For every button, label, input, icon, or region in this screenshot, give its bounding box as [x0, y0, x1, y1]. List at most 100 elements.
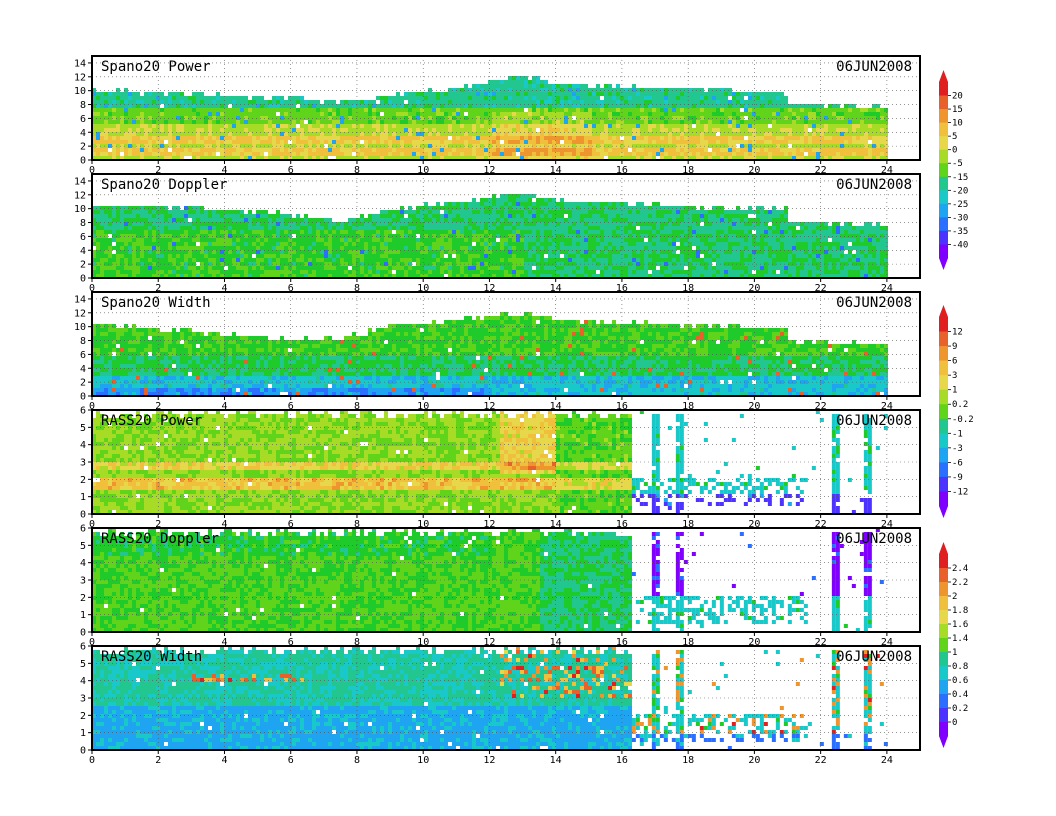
heatmap-cell: [192, 104, 196, 108]
heatmap-cell: [288, 152, 292, 156]
heatmap-cell: [96, 214, 100, 218]
heatmap-cell: [844, 132, 848, 136]
heatmap-cell: [116, 132, 120, 136]
heatmap-cell: [128, 230, 132, 234]
heatmap-cell: [216, 124, 220, 128]
heatmap-cell: [488, 100, 492, 104]
heatmap-cell: [532, 80, 536, 84]
heatmap-cell: [640, 120, 644, 124]
heatmap-cell: [688, 108, 692, 112]
heatmap-cell: [332, 136, 336, 140]
heatmap-cell: [328, 112, 332, 116]
heatmap-cell: [620, 92, 624, 96]
heatmap-cell: [400, 108, 404, 112]
heatmap-cell: [456, 214, 460, 218]
heatmap-cell: [108, 100, 112, 104]
heatmap-cell: [92, 270, 96, 274]
heatmap-cell: [156, 254, 160, 258]
heatmap-cell: [228, 222, 232, 226]
heatmap-cell: [324, 124, 328, 128]
heatmap-cell: [320, 258, 324, 262]
heatmap-cell: [564, 148, 568, 152]
heatmap-cell: [520, 104, 524, 108]
heatmap-cell: [244, 258, 248, 262]
heatmap-cell: [680, 96, 684, 100]
heatmap-cell: [320, 226, 324, 230]
heatmap-cell: [184, 206, 188, 210]
heatmap-cell: [396, 144, 400, 148]
heatmap-cell: [144, 250, 148, 254]
heatmap-cell: [404, 242, 408, 246]
heatmap-cell: [308, 144, 312, 148]
heatmap-cell: [568, 104, 572, 108]
heatmap-cell: [240, 96, 244, 100]
heatmap-cell: [828, 104, 832, 108]
heatmap-cell: [556, 144, 560, 148]
heatmap-cell: [364, 218, 368, 222]
heatmap-cell: [844, 140, 848, 144]
heatmap-cell: [224, 156, 228, 160]
heatmap-cell: [568, 100, 572, 104]
heatmap-cell: [640, 132, 644, 136]
heatmap-cell: [136, 266, 140, 270]
heatmap-cell: [284, 144, 288, 148]
heatmap-cell: [384, 116, 388, 120]
heatmap-cell: [552, 140, 556, 144]
heatmap-cell: [164, 270, 168, 274]
heatmap-cell: [356, 226, 360, 230]
heatmap-cell: [164, 206, 168, 210]
heatmap-cell: [120, 222, 124, 226]
heatmap-cell: [612, 88, 616, 92]
heatmap-cell: [296, 108, 300, 112]
heatmap-cell: [184, 140, 188, 144]
heatmap-cell: [252, 250, 256, 254]
heatmap-cell: [444, 116, 448, 120]
heatmap-cell: [376, 246, 380, 250]
heatmap-cell: [792, 128, 796, 132]
heatmap-cell: [448, 210, 452, 214]
heatmap-cell: [412, 258, 416, 262]
heatmap-cell: [536, 140, 540, 144]
heatmap-cell: [344, 274, 348, 278]
heatmap-cell: [204, 132, 208, 136]
heatmap-cell: [168, 270, 172, 274]
heatmap-cell: [136, 140, 140, 144]
heatmap-cell: [312, 242, 316, 246]
heatmap-cell: [208, 104, 212, 108]
heatmap-cell: [720, 136, 724, 140]
heatmap-cell: [476, 124, 480, 128]
heatmap-cell: [296, 274, 300, 278]
heatmap-cell: [592, 144, 596, 148]
heatmap-cell: [356, 258, 360, 262]
heatmap-cell: [408, 112, 412, 116]
heatmap-cell: [308, 222, 312, 226]
heatmap-cell: [136, 258, 140, 262]
heatmap-cell: [444, 96, 448, 100]
heatmap-cell: [436, 226, 440, 230]
heatmap-cell: [92, 242, 96, 246]
heatmap-cell: [328, 132, 332, 136]
heatmap-cell: [704, 104, 708, 108]
heatmap-cell: [840, 140, 844, 144]
heatmap-cell: [308, 246, 312, 250]
heatmap-cell: [528, 120, 532, 124]
heatmap-cell: [380, 254, 384, 258]
heatmap-cell: [336, 246, 340, 250]
heatmap-cell: [232, 140, 236, 144]
heatmap-cell: [840, 136, 844, 140]
heatmap-cell: [120, 148, 124, 152]
heatmap-cell: [420, 96, 424, 100]
heatmap-cell: [452, 136, 456, 140]
heatmap-cell: [272, 230, 276, 234]
heatmap-cell: [796, 136, 800, 140]
heatmap-cell: [564, 140, 568, 144]
heatmap-cell: [584, 140, 588, 144]
heatmap-cell: [404, 144, 408, 148]
heatmap-cell: [640, 140, 644, 144]
heatmap-cell: [296, 214, 300, 218]
heatmap-cell: [708, 104, 712, 108]
heatmap-cell: [340, 274, 344, 278]
heatmap-cell: [396, 242, 400, 246]
heatmap-cell: [716, 156, 720, 160]
heatmap-cell: [524, 96, 528, 100]
